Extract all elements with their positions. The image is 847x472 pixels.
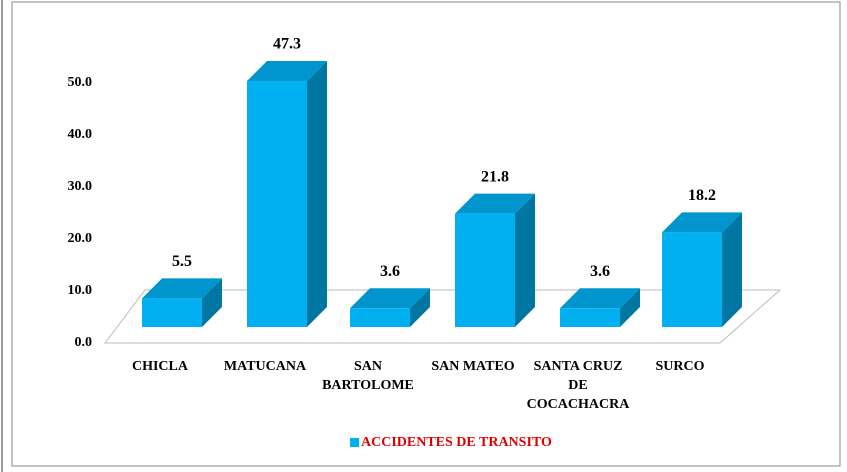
bar-top <box>247 61 327 82</box>
data-label: 18.2 <box>688 187 716 204</box>
bar-top <box>350 288 430 309</box>
legend-label: ACCIDENTES DE TRANSITO <box>361 435 552 450</box>
y-tick-label: 40.0 <box>68 127 93 142</box>
data-label: 5.5 <box>172 253 192 270</box>
x-tick-label: SANTA CRUZ <box>534 359 623 374</box>
bar-side <box>307 61 327 327</box>
data-label: 21.8 <box>481 168 509 185</box>
bar-side <box>620 288 640 327</box>
y-tick-label: 50.0 <box>68 75 93 90</box>
data-label: 3.6 <box>380 263 400 280</box>
bar-top <box>142 278 222 299</box>
x-tick-label: SAN MATEO <box>431 359 514 374</box>
legend-swatch <box>350 438 359 447</box>
data-label: 47.3 <box>273 36 301 53</box>
bar-top <box>455 193 535 214</box>
bar <box>455 213 515 327</box>
x-tick-label: COCACHACRA <box>527 397 631 412</box>
x-tick-label: SURCO <box>655 359 704 374</box>
data-label: 3.6 <box>590 263 610 280</box>
bar <box>560 308 620 327</box>
bar-top <box>662 212 742 233</box>
bar <box>350 308 410 327</box>
x-tick-label: CHICLA <box>132 359 189 374</box>
bar <box>142 298 202 327</box>
y-tick-label: 10.0 <box>68 283 93 298</box>
x-tick-label: SAN <box>354 359 382 374</box>
bar-side <box>202 278 222 327</box>
x-tick-label: DE <box>568 378 587 393</box>
y-tick-label: 0.0 <box>75 335 93 350</box>
bar-side <box>722 212 742 327</box>
bar <box>247 81 307 327</box>
y-tick-label: 20.0 <box>68 231 93 246</box>
y-tick-label: 30.0 <box>68 179 93 194</box>
bar-top <box>560 288 640 309</box>
x-tick-label: BARTOLOME <box>322 378 414 393</box>
bar-side <box>515 193 535 327</box>
x-tick-label: MATUCANA <box>224 359 307 374</box>
bar <box>662 232 722 327</box>
bar-side <box>410 288 430 327</box>
